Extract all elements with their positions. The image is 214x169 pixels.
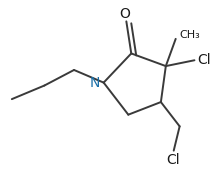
Text: Cl: Cl bbox=[197, 53, 211, 67]
Text: Cl: Cl bbox=[166, 153, 180, 167]
Text: O: O bbox=[119, 7, 130, 21]
Text: N: N bbox=[89, 76, 100, 90]
Text: CH₃: CH₃ bbox=[180, 30, 200, 40]
